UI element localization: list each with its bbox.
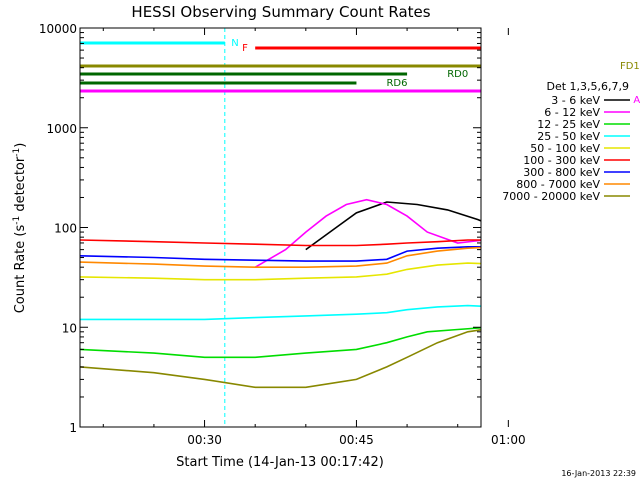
series-lines	[80, 198, 481, 389]
series-line-7	[80, 246, 481, 269]
y-tick-label-3: 1000	[46, 122, 77, 136]
series-line-0	[305, 201, 481, 251]
legend-title: Det 1,3,5,6,7,9	[546, 80, 629, 93]
x-axis-label: Start Time (14-Jan-13 00:17:42)	[176, 455, 384, 470]
legend-label-3: 25 - 50 keV	[537, 130, 600, 143]
series-line-2	[80, 327, 481, 359]
legend-label-2: 12 - 25 keV	[537, 118, 600, 131]
generation-timestamp: 16-Jan-2013 22:39	[561, 469, 636, 478]
x-tick-label-0: 00:30	[187, 433, 222, 447]
y-axis-label: Count Rate (s-1 detector-1)	[12, 143, 28, 314]
legend-label-0: 3 - 6 keV	[551, 94, 600, 107]
y-tick-label-2: 100	[54, 222, 77, 236]
x-tick-label-1: 00:45	[339, 433, 374, 447]
plot-area: NFFD1FD2RD0RD6A0A1	[80, 28, 640, 427]
y-tick-label-1: 10	[62, 321, 77, 335]
legend-label-7: 800 - 7000 keV	[516, 178, 600, 191]
flag-label-rd0: RD0	[447, 69, 468, 80]
legend-label-6: 300 - 800 keV	[523, 166, 600, 179]
legend-label-4: 50 - 100 keV	[530, 142, 600, 155]
series-line-1	[254, 198, 481, 268]
flag-label-rd6: RD6	[386, 78, 407, 89]
series-line-3	[80, 304, 481, 321]
legend-label-1: 6 - 12 keV	[544, 106, 600, 119]
flag-bars	[80, 28, 481, 427]
flag-label-f: F	[242, 43, 248, 54]
legend-label-5: 100 - 300 keV	[523, 154, 600, 167]
flag-label-n: N	[231, 38, 238, 49]
y-axis-ticks: 1 10 100 1000 10000	[39, 22, 481, 435]
y-tick-label-4: 10000	[39, 22, 77, 36]
x-tick-label-2: 01:00	[491, 433, 526, 447]
series-line-6	[80, 246, 481, 262]
legend-label-8: 7000 - 20000 keV	[502, 190, 600, 203]
flag-label-a1: A1	[633, 95, 640, 106]
series-line-5	[80, 239, 481, 247]
chart-title: HESSI Observing Summary Count Rates	[131, 3, 430, 21]
flag-labels: NFFD1FD2RD0RD6A0A1	[231, 38, 640, 106]
flag-label-fd1: FD1	[620, 61, 640, 72]
y-tick-label-0: 1	[69, 421, 77, 435]
series-line-8	[80, 329, 481, 389]
series-line-4	[80, 262, 481, 281]
